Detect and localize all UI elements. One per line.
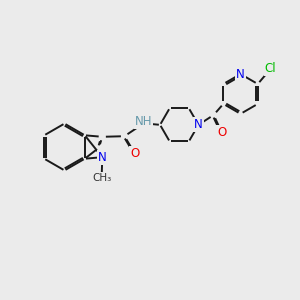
Text: CH₃: CH₃ — [92, 173, 111, 183]
Text: N: N — [236, 68, 245, 81]
Text: Cl: Cl — [265, 62, 277, 75]
Text: N: N — [194, 118, 203, 131]
Text: O: O — [217, 126, 226, 139]
Text: N: N — [98, 151, 106, 164]
Text: NH: NH — [135, 115, 152, 128]
Text: O: O — [130, 147, 140, 160]
